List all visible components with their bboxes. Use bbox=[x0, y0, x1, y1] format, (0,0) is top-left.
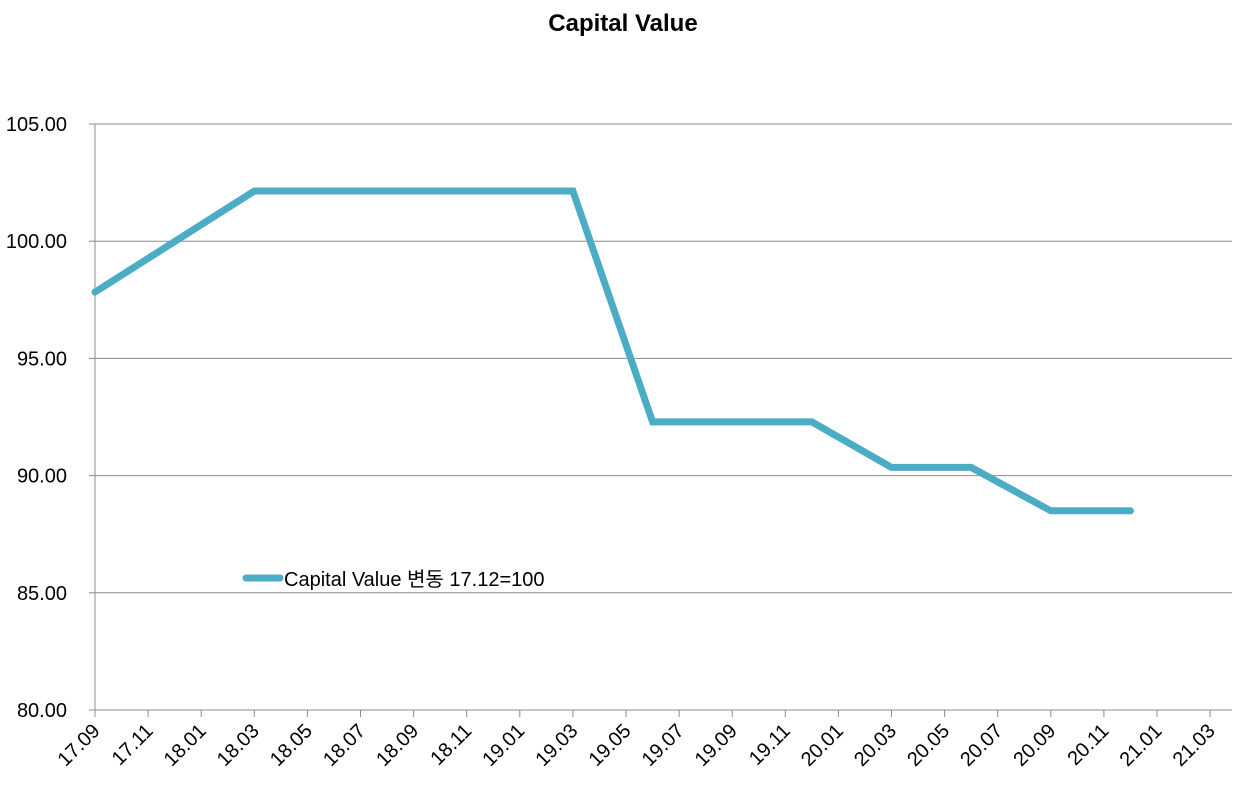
x-tick-label: 20.03 bbox=[850, 720, 901, 771]
x-tick-label: 20.05 bbox=[903, 720, 954, 771]
series-lines bbox=[91, 187, 1134, 515]
x-tick-label: 17.09 bbox=[54, 720, 105, 771]
y-tick-label: 100.00 bbox=[6, 231, 67, 253]
x-tick-label: 20.01 bbox=[797, 720, 848, 771]
chart-title: Capital Value bbox=[548, 10, 698, 37]
x-tick-label: 19.11 bbox=[745, 720, 795, 770]
x-tick-label: 18.11 bbox=[426, 720, 476, 770]
y-tick-label: 105.00 bbox=[6, 114, 67, 136]
x-tick-label: 18.07 bbox=[319, 720, 370, 771]
x-tick-label: 18.09 bbox=[372, 720, 423, 771]
x-tick-label: 19.09 bbox=[691, 720, 742, 771]
legend: Capital Value 변동 17.12=100 bbox=[242, 568, 545, 591]
x-tick-label: 21.01 bbox=[1116, 720, 1167, 771]
x-tick-label: 19.03 bbox=[531, 720, 582, 771]
series-line bbox=[91, 187, 1134, 515]
y-tick-label: 90.00 bbox=[17, 466, 67, 488]
x-tick-label: 20.11 bbox=[1064, 720, 1114, 770]
x-tick-label: 19.07 bbox=[638, 720, 689, 771]
x-axis-tick-labels: 17.09 17.11 18.01 18.03 18.05 18.07 18.09 18.11… bbox=[54, 720, 1220, 771]
y-axis-tick-labels: 80.00 85.00 90.00 95.00 100.00 105.00 bbox=[6, 114, 67, 722]
x-tick-label: 17.11 bbox=[108, 720, 158, 770]
y-tick-label: 85.00 bbox=[17, 583, 67, 605]
x-tick-label: 19.05 bbox=[585, 720, 636, 771]
gridlines bbox=[95, 123, 1232, 594]
y-tick-label: 95.00 bbox=[17, 348, 67, 370]
legend-label: Capital Value 변동 17.12=100 bbox=[284, 568, 545, 591]
y-tick-label: 80.00 bbox=[17, 700, 67, 722]
x-tick-label: 21.03 bbox=[1169, 720, 1220, 771]
x-tick-label: 18.03 bbox=[213, 720, 264, 771]
x-tick-label: 20.07 bbox=[956, 720, 1007, 771]
x-tick-label: 19.01 bbox=[478, 720, 529, 771]
x-tick-label: 18.01 bbox=[160, 720, 211, 771]
x-tick-label: 18.05 bbox=[266, 720, 317, 771]
axes bbox=[89, 123, 1232, 717]
x-tick-label: 20.09 bbox=[1009, 720, 1060, 771]
